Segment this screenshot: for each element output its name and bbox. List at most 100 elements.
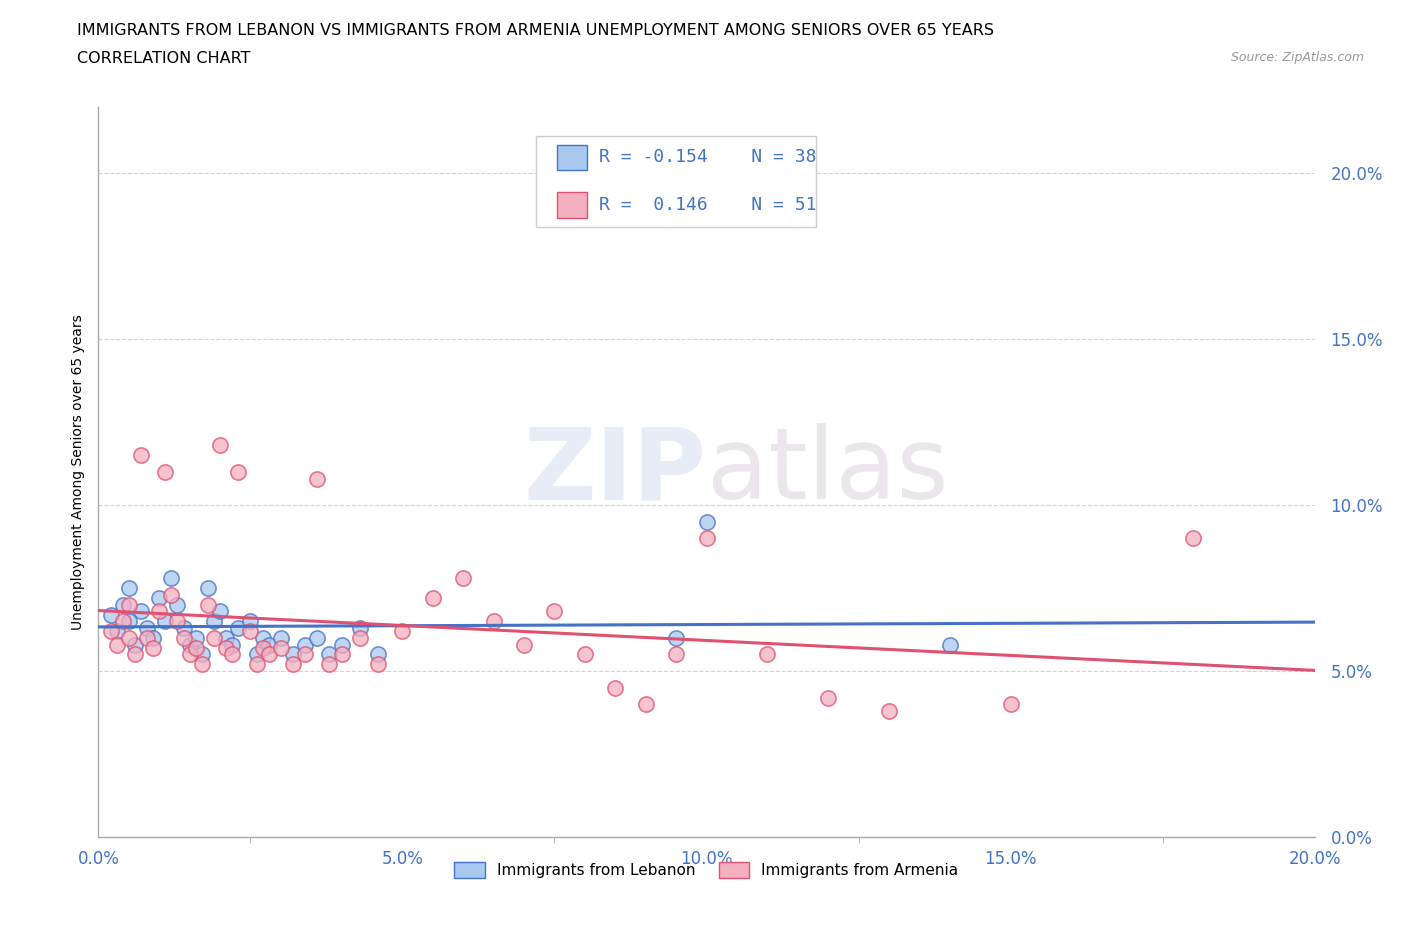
Legend: Immigrants from Lebanon, Immigrants from Armenia: Immigrants from Lebanon, Immigrants from… [449,856,965,884]
Point [118,614,141,629]
Point [197,597,219,612]
Point [124,637,146,652]
Point [111,614,134,629]
Point [281,657,304,671]
Point [939,637,962,652]
Point [239,614,262,629]
Bar [557,193,588,218]
Point [129,604,152,618]
Point [111,597,134,612]
Point [160,588,183,603]
Point [215,631,238,645]
Point [367,647,389,662]
Point [221,637,243,652]
Point [1182,531,1205,546]
Point [136,620,159,635]
Point [696,531,718,546]
Point [453,571,475,586]
Text: ZIP: ZIP [523,423,707,521]
Point [148,604,170,618]
Point [191,647,214,662]
Point [482,614,505,629]
Point [605,680,627,695]
Point [877,703,900,718]
Point [665,647,688,662]
Point [696,514,718,529]
Point [294,637,316,652]
Point [209,438,232,453]
Point [118,580,141,595]
Point [367,657,389,671]
Point [179,637,201,652]
Point [142,641,165,656]
Point [391,624,413,639]
Point [166,614,188,629]
Point [215,641,238,656]
Point [349,620,371,635]
Point [257,637,280,652]
Point [136,631,159,645]
Point [173,620,195,635]
Point [197,580,219,595]
Text: atlas: atlas [707,423,948,521]
Point [105,624,128,639]
Point [100,624,122,639]
Point [105,637,128,652]
Point [148,591,170,605]
Bar [557,145,588,170]
Point [318,657,340,671]
Point [252,631,274,645]
Point [270,631,292,645]
Point [252,641,274,656]
Point [349,631,371,645]
Point [226,620,249,635]
Point [100,607,122,622]
Point [634,697,657,711]
Point [239,624,262,639]
Point [160,571,183,586]
Point [318,647,340,662]
Point [257,647,280,662]
Point [142,631,165,645]
Point [166,597,188,612]
Point [281,647,304,662]
Point [184,641,207,656]
Point [155,614,177,629]
Point [245,657,267,671]
Point [173,631,195,645]
Text: R = -0.154    N = 38: R = -0.154 N = 38 [599,149,817,166]
Point [202,631,225,645]
FancyBboxPatch shape [536,136,815,228]
Point [330,647,353,662]
Point [543,604,565,618]
Point [184,631,207,645]
Point [1000,697,1022,711]
Point [191,657,214,671]
Point [179,647,201,662]
Point [226,465,249,480]
Text: CORRELATION CHART: CORRELATION CHART [77,51,250,66]
Point [155,465,177,480]
Point [665,631,688,645]
Point [221,647,243,662]
Point [817,690,839,705]
Point [307,631,329,645]
Point [202,614,225,629]
Point [118,631,141,645]
Point [574,647,596,662]
Point [307,472,329,486]
Point [513,637,536,652]
Point [129,448,152,463]
Point [209,604,232,618]
Point [422,591,444,605]
Point [294,647,316,662]
Point [118,597,141,612]
Text: R =  0.146    N = 51: R = 0.146 N = 51 [599,196,817,214]
Point [245,647,267,662]
Point [330,637,353,652]
Y-axis label: Unemployment Among Seniors over 65 years: Unemployment Among Seniors over 65 years [70,314,84,630]
Point [270,641,292,656]
Point [756,647,779,662]
Point [124,647,146,662]
Text: IMMIGRANTS FROM LEBANON VS IMMIGRANTS FROM ARMENIA UNEMPLOYMENT AMONG SENIORS OV: IMMIGRANTS FROM LEBANON VS IMMIGRANTS FR… [77,23,994,38]
